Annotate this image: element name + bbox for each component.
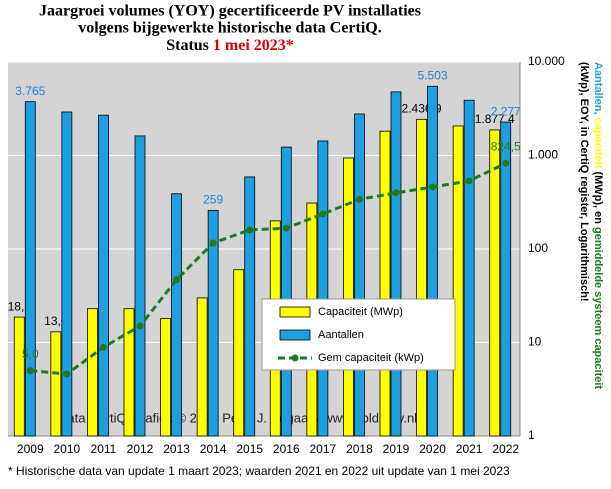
line-point — [63, 370, 71, 378]
legend-swatch — [279, 306, 311, 318]
legend-label: Aantallen — [318, 329, 364, 341]
bar — [134, 135, 146, 437]
y-tick-label: 10 — [528, 335, 542, 349]
bar — [244, 176, 256, 437]
x-tick-label: 2017 — [310, 442, 337, 456]
bar — [452, 125, 464, 437]
y-axis-label-line: (kWp), EOY, in CertiQ register, Logarith… — [578, 62, 590, 302]
x-tick-label: 2015 — [236, 442, 263, 456]
line-point — [209, 239, 217, 247]
y-axis-label-part: capaciteit — [592, 115, 604, 169]
bar — [123, 308, 135, 437]
legend: Capaciteit (MWp) Aantallen Gem capaciteit … — [261, 298, 456, 371]
bar — [317, 140, 329, 437]
bar — [50, 331, 62, 437]
status-label: Status — [166, 37, 209, 54]
bar — [61, 111, 73, 437]
y-axis-label-part: gemiddelde systeem capaciteit — [592, 224, 604, 389]
line-point — [99, 343, 107, 351]
x-tick-label: 2016 — [273, 442, 300, 456]
bar — [171, 193, 182, 437]
bar — [500, 121, 512, 437]
status-date: 1 mei 2023* — [213, 37, 294, 54]
line-point — [392, 189, 400, 197]
bar — [379, 130, 391, 437]
y-axis-label-part: (MWp), en — [592, 168, 604, 224]
bar — [354, 113, 365, 437]
line-point — [355, 195, 363, 203]
bar — [207, 209, 219, 437]
legend-swatch — [291, 354, 299, 362]
bar — [427, 85, 438, 437]
value-label: 5.503 — [418, 68, 448, 82]
y-axis-label-line: Aantallen, capaciteit (MWp), en gemiddel… — [592, 62, 604, 389]
legend-swatch — [279, 329, 311, 341]
legend-label: Capaciteit (MWp) — [318, 306, 403, 318]
bar — [280, 146, 292, 437]
x-tick-label: 2022 — [492, 442, 519, 456]
line-point — [246, 226, 254, 234]
footnote: * Historische data van update 1 maart 20… — [8, 464, 510, 478]
x-tick-label: 2009 — [17, 442, 44, 456]
x-tick-label: 2013 — [163, 442, 190, 456]
line-point — [429, 183, 437, 191]
line-point — [502, 159, 510, 167]
bar — [196, 297, 208, 437]
value-label: 5,0 — [22, 347, 39, 361]
bar — [343, 157, 354, 437]
x-tick-label: 2021 — [456, 442, 483, 456]
x-tick-label: 2020 — [419, 442, 446, 456]
bar — [233, 269, 245, 437]
line-point — [319, 210, 327, 218]
chart-title: Jaargroei volumes (YOY) gecertificeerde … — [39, 3, 421, 20]
bar — [13, 316, 25, 437]
value-label: 3.765 — [15, 84, 45, 98]
line-point — [282, 224, 290, 232]
line-point — [136, 322, 144, 330]
y-tick-label: 1 — [528, 428, 535, 442]
y-tick-label: 1.000 — [528, 148, 558, 162]
line — [30, 161, 507, 376]
bar — [98, 114, 109, 437]
bar — [416, 118, 427, 437]
bar — [24, 101, 36, 437]
value-label: 2.277 — [491, 104, 521, 118]
bar — [87, 308, 98, 437]
x-tick-label: 2012 — [127, 442, 154, 456]
y-tick-label: 10.000 — [528, 54, 565, 68]
y-axis-label: Aantallen, capaciteit (MWp), en gemiddel… — [578, 62, 604, 389]
bar — [489, 129, 501, 437]
line-point — [26, 367, 34, 375]
chart-title: volgens bijgewerkte historische data Cer… — [78, 20, 382, 37]
bar — [390, 91, 402, 437]
x-tick-label: 2011 — [91, 442, 117, 456]
x-tick-label: 2019 — [383, 442, 410, 456]
chart-title: Status 1 mei 2023* — [166, 37, 294, 54]
bar — [463, 99, 475, 437]
x-tick-label: 2010 — [54, 442, 81, 456]
bar — [160, 318, 171, 437]
legend-label: Gem capaciteit (kWp) — [318, 352, 424, 364]
x-tick-label: 2018 — [346, 442, 373, 456]
y-axis-label-part: (kWp), EOY, in CertiQ register, Logarith… — [578, 62, 590, 302]
value-label: 824,5 — [491, 140, 521, 154]
y-tick-label: 100 — [528, 241, 548, 255]
value-label: 259 — [203, 193, 223, 207]
line-point — [465, 177, 473, 185]
x-tick-label: 2014 — [200, 442, 227, 456]
y-axis-label-part: Aantallen, — [592, 62, 604, 115]
line-point — [173, 276, 181, 284]
